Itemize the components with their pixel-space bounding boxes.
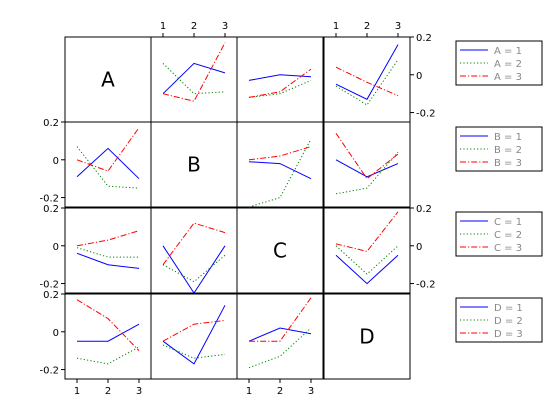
x-tick-label: 1 (246, 386, 252, 397)
y-tick-label: 0 (53, 328, 59, 339)
series-line (248, 68, 312, 98)
series-line (76, 247, 139, 258)
x-tick-label: 1 (333, 21, 339, 32)
series-line (335, 44, 399, 100)
series-line (162, 305, 226, 365)
y-tick-label: 0.2 (416, 204, 432, 215)
y-tick-label: -0.2 (416, 109, 436, 120)
series-line (76, 147, 140, 180)
series-line (162, 42, 226, 102)
panel-frame (64, 293, 152, 380)
variable-label: B (187, 153, 201, 177)
x-tick-label: 3 (222, 21, 228, 32)
series-line (162, 344, 226, 359)
legend-column: A = 1 A = 2 A = 3 B = 1 B = 2 B = 3 C = 1 C = 2… (455, 40, 543, 343)
legend-entry: D = 2 (494, 316, 523, 327)
legend-entry: B = 3 (494, 158, 522, 169)
series-line (76, 230, 140, 247)
series-line (248, 79, 312, 98)
y-tick-label: 0 (416, 71, 422, 82)
panel-frame (236, 293, 324, 380)
panel-frame (64, 36, 152, 123)
x-tick-label: 3 (395, 21, 401, 32)
y-tick-label: 0 (53, 156, 59, 167)
legend-entry: D = 3 (494, 329, 523, 340)
panel-frame (150, 121, 238, 208)
legend-entry: A = 1 (494, 46, 522, 57)
y-tick-label: 0.2 (43, 290, 59, 301)
series-line (335, 245, 399, 275)
panel-frame (236, 121, 324, 208)
legend-box: B = 1 B = 2 B = 3 (455, 126, 543, 172)
legend-entry: C = 2 (494, 230, 522, 241)
series-line (335, 66, 399, 97)
series-line (162, 63, 226, 95)
legend-box: D = 1 D = 2 D = 3 (455, 297, 543, 343)
legend-entry: B = 1 (494, 132, 522, 143)
legend-entry: C = 3 (494, 243, 522, 254)
legend-entry: B = 2 (494, 145, 522, 156)
y-tick-label: 0.2 (43, 204, 59, 215)
series-line (162, 245, 226, 294)
series-line (335, 254, 399, 285)
y-tick-label: -0.2 (39, 280, 59, 291)
x-tick-label: 2 (191, 21, 197, 32)
variable-label: C (273, 239, 287, 263)
x-tick-label: 1 (74, 386, 80, 397)
panel-frame (150, 207, 238, 294)
series-line (76, 299, 140, 352)
y-tick-label: -0.2 (39, 366, 59, 377)
y-tick-label: 0.2 (43, 118, 59, 129)
series-line (248, 327, 312, 369)
x-tick-label: 1 (160, 21, 166, 32)
series-line (335, 159, 399, 178)
panel-frame (64, 207, 152, 294)
legend-entry: D = 1 (494, 303, 523, 314)
legend-entry: A = 2 (494, 59, 522, 70)
panel-frame (64, 121, 152, 208)
panel-frame (323, 36, 411, 123)
series-line (76, 252, 140, 269)
x-tick-label: 2 (277, 386, 283, 397)
series-line (162, 62, 226, 95)
series-line (162, 319, 226, 342)
legend-box: A = 1 A = 2 A = 3 (455, 40, 543, 86)
series-line (249, 297, 312, 342)
x-tick-label: 3 (308, 386, 314, 397)
series-line (76, 346, 140, 365)
y-tick-label: 0 (416, 242, 422, 253)
y-tick-label: 0.2 (416, 33, 432, 44)
y-tick-label: 0 (53, 242, 59, 253)
panel-frame (323, 293, 411, 380)
series-line (77, 323, 140, 342)
legend-entry: C = 1 (494, 217, 522, 228)
series-line (76, 127, 140, 172)
panel-frame (150, 36, 238, 123)
variable-label: D (359, 325, 374, 349)
series-line (335, 133, 399, 180)
x-tick-label: 2 (364, 21, 370, 32)
y-tick-label: -0.2 (416, 280, 436, 291)
legend-box: C = 1 C = 2 C = 3 (455, 211, 543, 257)
variable-label: A (101, 68, 115, 92)
series-line (335, 151, 399, 195)
panel-frame (323, 207, 411, 294)
x-tick-label: 2 (105, 386, 111, 397)
panel-frame (236, 36, 324, 123)
legend-entry: A = 3 (494, 72, 522, 83)
panel-frame (236, 207, 324, 294)
series-line (248, 161, 312, 180)
y-tick-label: -0.2 (39, 194, 59, 205)
series-line (248, 327, 312, 342)
series-line (248, 146, 312, 161)
x-tick-label: 3 (136, 386, 142, 397)
panel-frame (150, 293, 238, 380)
series-line (248, 138, 312, 208)
